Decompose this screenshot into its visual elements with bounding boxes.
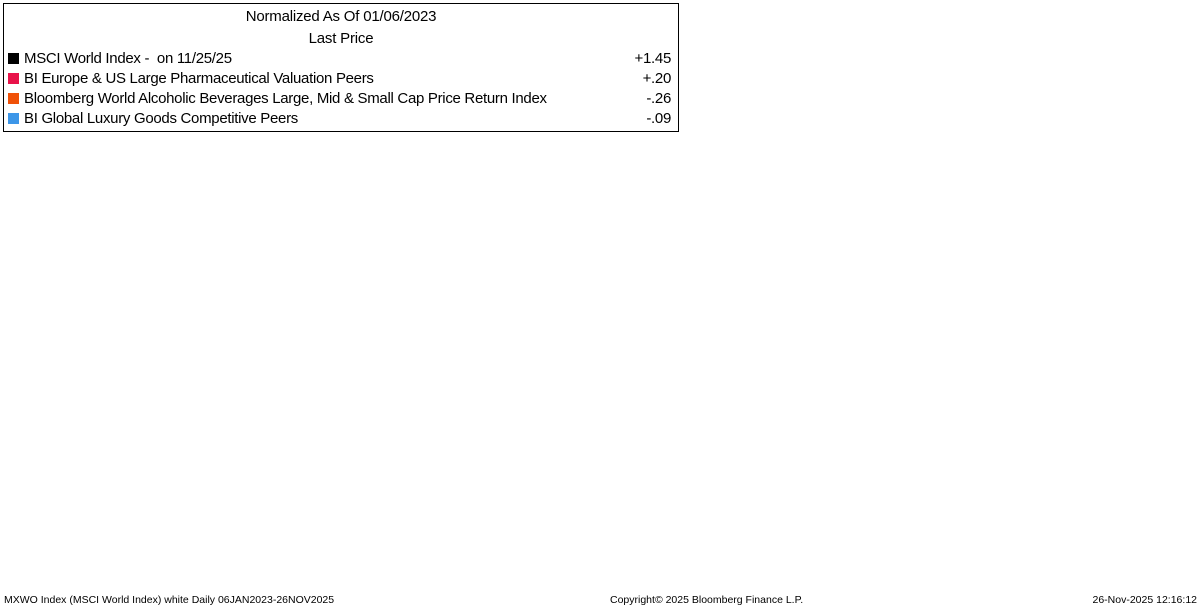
series-label: BI Europe & US Large Pharmaceutical Valu… — [24, 69, 374, 87]
chart-subtitle: Last Price — [308, 30, 374, 47]
series-color-swatch-blue — [8, 112, 19, 124]
chart-source-info: MXWO Index (MSCI World Index) white Dail… — [4, 594, 335, 606]
series-change-value: +.20 — [642, 69, 672, 87]
status-bar: MXWO Index (MSCI World Index) white Dail… — [0, 593, 1200, 608]
legend-row-luxury-goods[interactable]: BI Global Luxury Goods Competitive Peers… — [4, 108, 678, 128]
timestamp: 26-Nov-2025 12:16:12 — [1092, 594, 1198, 606]
series-change-value: +1.45 — [634, 49, 672, 67]
legend-panel: Normalized As Of 01/06/2023 Last Price M… — [3, 3, 679, 132]
series-color-swatch-orange — [8, 92, 19, 104]
legend-row-msci-world[interactable]: MSCI World Index - on 11/25/25 +1.45 — [4, 48, 678, 68]
series-color-swatch-black — [8, 52, 19, 64]
series-change-value: -.26 — [646, 89, 671, 107]
series-color-swatch-red — [8, 72, 19, 84]
copyright-notice: Copyright© 2025 Bloomberg Finance L.P. — [610, 594, 804, 606]
legend-row-pharma-peers[interactable]: BI Europe & US Large Pharmaceutical Valu… — [4, 68, 678, 88]
legend-row-alcoholic-beverages[interactable]: Bloomberg World Alcoholic Beverages Larg… — [4, 88, 678, 108]
chart-title: Normalized As Of 01/06/2023 — [245, 8, 437, 25]
series-label: Bloomberg World Alcoholic Beverages Larg… — [24, 89, 547, 107]
series-label: MSCI World Index - on 11/25/25 — [24, 49, 232, 67]
series-change-value: -.09 — [646, 109, 671, 127]
series-label: BI Global Luxury Goods Competitive Peers — [24, 109, 298, 127]
